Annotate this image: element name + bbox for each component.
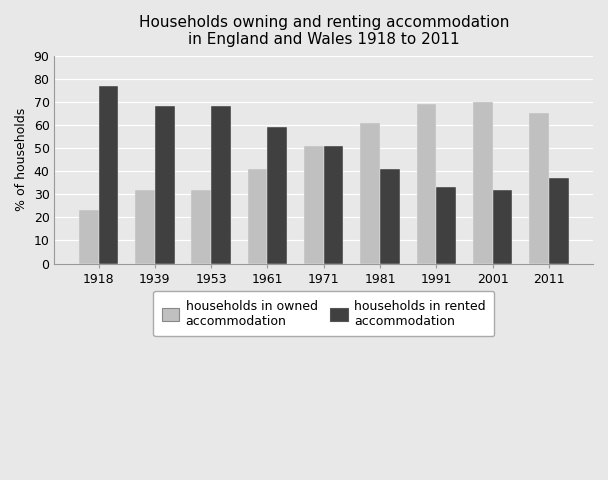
Bar [380,169,399,264]
Bar [155,107,174,264]
Bar [135,190,155,264]
Bar [192,190,211,264]
Bar [361,122,380,264]
Bar [211,107,231,264]
Bar [529,113,549,264]
Y-axis label: % of households: % of households [15,108,28,211]
Bar [79,210,98,264]
Bar [304,146,323,264]
Bar [323,146,344,264]
Title: Households owning and renting accommodation
in England and Wales 1918 to 2011: Households owning and renting accommodat… [139,15,509,48]
Bar [492,190,513,264]
Bar [247,169,268,264]
Bar [268,127,287,264]
Legend: households in owned
accommodation, households in rented
accommodation: households in owned accommodation, house… [153,291,494,336]
Bar [416,104,437,264]
Bar [549,178,568,264]
Bar [473,102,492,264]
Bar [437,187,456,264]
Bar [98,85,119,264]
